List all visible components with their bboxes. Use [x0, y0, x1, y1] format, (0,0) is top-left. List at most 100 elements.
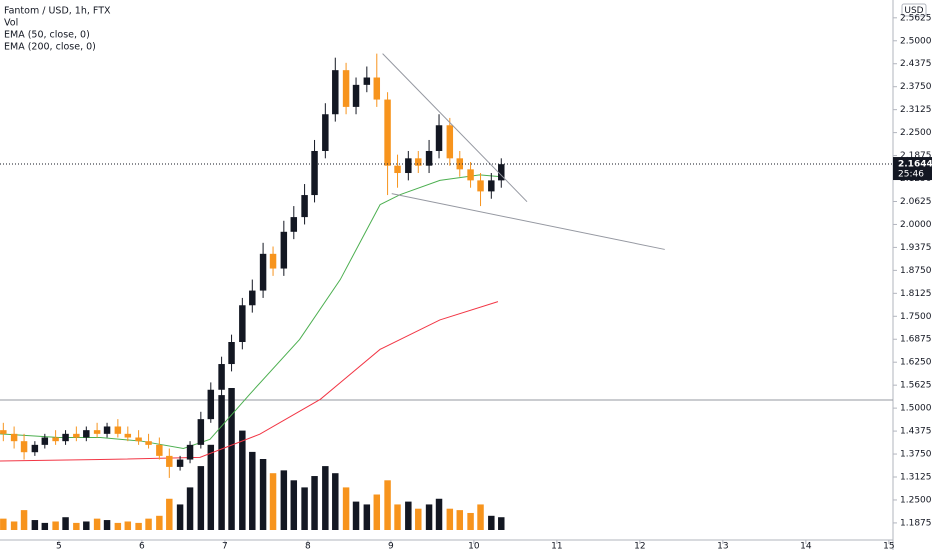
candle-body — [342, 70, 350, 107]
y-tick-label: 1.81250 — [900, 289, 932, 299]
volume-bar — [197, 466, 205, 530]
volume-bar — [446, 508, 454, 530]
y-tick-label: 1.75000 — [900, 312, 932, 322]
y-tick-label: 1.56250 — [900, 381, 932, 391]
candle-body — [425, 150, 433, 166]
volume-bar — [498, 517, 505, 530]
x-tick-label: 12 — [634, 542, 645, 550]
y-tick-label: 2.50000 — [900, 36, 932, 46]
volume-bar — [311, 476, 318, 530]
y-tick-label: 1.18750 — [900, 518, 932, 528]
candle-body — [384, 99, 391, 166]
volume-bar — [41, 522, 49, 530]
volume-bar — [62, 517, 69, 530]
volume-bar — [218, 395, 225, 530]
volume-bar — [373, 494, 381, 530]
x-tick-label: 13 — [717, 542, 728, 550]
candle-body — [488, 180, 495, 192]
volume-bar — [425, 504, 433, 530]
candle-body — [446, 125, 454, 159]
candle-body — [114, 426, 122, 434]
candle-body — [73, 433, 80, 438]
volume-bar — [228, 388, 235, 530]
candle-body — [280, 231, 288, 269]
volume-bar — [114, 522, 122, 530]
volume-bar — [301, 487, 308, 530]
volume-bar — [259, 459, 267, 530]
candle-body — [290, 217, 298, 232]
candle-body — [62, 433, 69, 442]
volume-bar — [363, 504, 371, 530]
y-tick-label: 1.43750 — [900, 427, 932, 437]
candle-body — [435, 125, 443, 151]
volume-bar — [103, 520, 111, 530]
candle-body — [10, 433, 18, 442]
trendline — [391, 193, 665, 250]
candle-body — [20, 441, 28, 453]
volume-bar — [384, 480, 391, 530]
candle-body — [145, 441, 152, 445]
candle-body — [31, 444, 39, 453]
candle-body — [239, 305, 246, 342]
y-tick-label: 2.37500 — [900, 82, 932, 92]
indicator-label: Vol — [4, 18, 18, 29]
volume-bar — [207, 444, 215, 530]
volume-bar — [10, 521, 18, 530]
x-tick-label: 8 — [305, 542, 311, 550]
x-tick-label: 10 — [468, 542, 480, 550]
trendline — [382, 53, 528, 203]
volume-bar — [31, 520, 39, 530]
x-tick-label: 11 — [551, 542, 562, 550]
candle-body — [322, 114, 329, 151]
volume-bar — [145, 518, 152, 530]
candle-body — [176, 459, 184, 467]
volume-bar — [239, 430, 246, 530]
currency-box[interactable] — [901, 3, 927, 17]
volume-bar — [405, 501, 412, 530]
y-tick-label: 1.25000 — [900, 495, 932, 505]
y-tick-label: 2.31250 — [900, 105, 932, 115]
candle-body — [197, 419, 205, 445]
candle-body — [259, 253, 267, 291]
y-tick-label: 2.25000 — [900, 128, 932, 138]
volume-bar — [83, 521, 90, 530]
candle-body — [363, 77, 371, 85]
ema-line — [0, 174, 502, 450]
last-price-label: 2.16445 — [898, 160, 932, 170]
candle-body — [373, 77, 381, 100]
volume-bar — [435, 498, 443, 530]
volume-bar — [186, 487, 194, 530]
y-tick-label: 2.56250 — [900, 13, 932, 23]
x-tick-label: 14 — [800, 542, 812, 550]
volume-bar — [488, 515, 495, 530]
candle-body — [186, 444, 194, 460]
volume-bar — [124, 521, 132, 530]
currency-label: USD — [904, 6, 923, 16]
volume-bar — [477, 504, 484, 530]
candle-body — [41, 437, 49, 445]
candle-body — [135, 437, 142, 442]
candle-body — [52, 437, 59, 442]
candle-body — [352, 84, 360, 107]
y-tick-label: 1.37500 — [900, 450, 932, 460]
x-tick-label: 15 — [883, 542, 894, 550]
candle-body — [477, 180, 484, 192]
volume-bar — [332, 473, 339, 530]
volume-bar — [467, 512, 474, 530]
volume-bar — [73, 522, 80, 530]
candle-body — [166, 455, 173, 467]
candle-body — [0, 430, 7, 434]
candle-body — [394, 165, 401, 174]
candle-body — [269, 253, 277, 269]
last-price-box — [893, 157, 932, 181]
volume-bar — [0, 518, 7, 530]
volume-bar — [456, 510, 464, 530]
candle-body — [207, 389, 215, 420]
volume-bar — [156, 515, 163, 530]
y-tick-label: 1.62500 — [900, 358, 932, 368]
y-tick-label: 2.43750 — [900, 59, 932, 69]
y-tick-label: 1.93750 — [900, 243, 932, 253]
candle-body — [124, 433, 132, 438]
candle-body — [103, 426, 111, 434]
